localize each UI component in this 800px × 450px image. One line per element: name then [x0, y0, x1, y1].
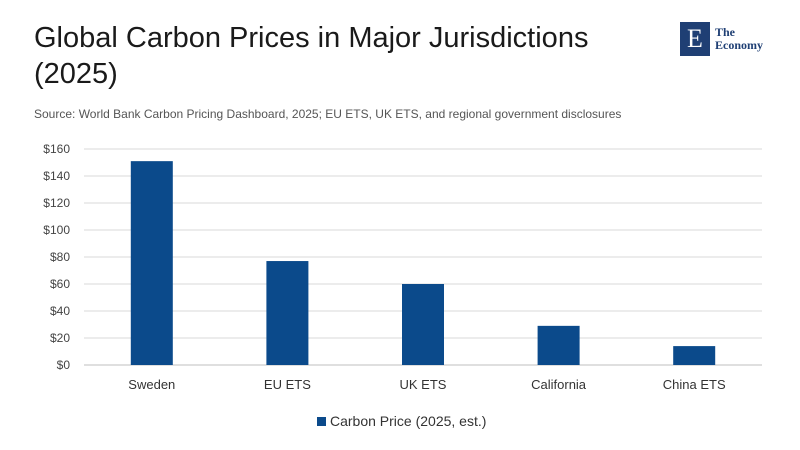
y-tick-label: $40	[50, 304, 70, 318]
y-tick-label: $140	[43, 169, 70, 183]
bar	[537, 325, 580, 365]
y-tick-label: $0	[57, 358, 71, 372]
y-tick-label: $100	[43, 223, 70, 237]
chart-title: Global Carbon Prices in Major Jurisdicti…	[34, 22, 589, 90]
x-tick-label: Sweden	[128, 377, 175, 392]
logo-line-1: The	[715, 25, 736, 39]
y-tick-label: $160	[43, 142, 70, 156]
legend-swatch	[317, 417, 326, 426]
legend-label: Carbon Price (2025, est.)	[330, 413, 486, 429]
y-tick-label: $80	[50, 250, 70, 264]
y-tick-label: $60	[50, 277, 70, 291]
x-tick-label: California	[531, 377, 587, 392]
y-tick-label: $120	[43, 196, 70, 210]
logo-wordmark: The Economy	[715, 26, 763, 52]
y-tick-label: $20	[50, 331, 70, 345]
x-tick-label: EU ETS	[264, 377, 311, 392]
chart-source: Source: World Bank Carbon Pricing Dashbo…	[34, 107, 622, 121]
bar	[130, 161, 173, 365]
publisher-logo: E The Economy	[680, 22, 763, 56]
bar	[673, 346, 716, 365]
bar	[402, 284, 444, 365]
bar	[266, 261, 309, 365]
x-tick-label: UK ETS	[400, 377, 447, 392]
x-tick-label: China ETS	[663, 377, 726, 392]
logo-line-2: Economy	[715, 38, 763, 52]
logo-mark: E	[680, 22, 710, 56]
